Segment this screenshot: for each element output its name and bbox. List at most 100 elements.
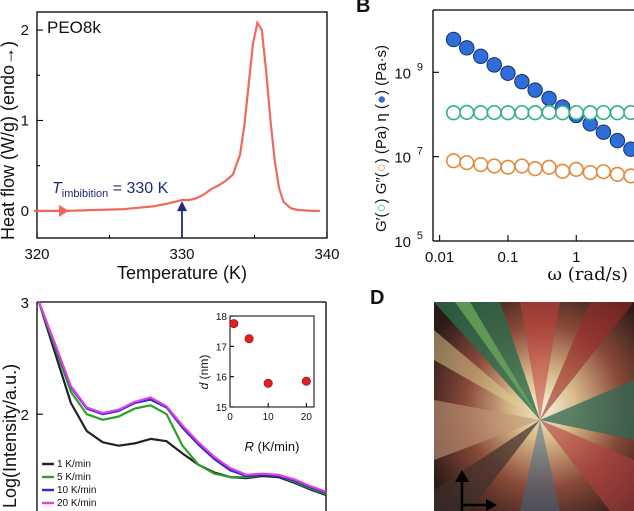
spherulite-image bbox=[434, 302, 634, 511]
eta-marker-icon: ● bbox=[373, 95, 390, 104]
panel-c-ytick-label: 2 bbox=[21, 407, 29, 424]
inset-point bbox=[263, 378, 273, 388]
panel-b-ytick-exponent: 9 bbox=[417, 61, 423, 73]
panel-a-ylabel: Heat flow (W/g) (endo→) bbox=[0, 41, 18, 240]
panel-b-ticks: 0.01 0.1 1 10 5 10 7 10 9 bbox=[394, 61, 580, 266]
panel-b-point-1 bbox=[582, 105, 598, 121]
panel-c-inset: 0 10 20 15 16 17 18 d (nm) R (K/min) bbox=[197, 312, 315, 454]
panel-b-point-2 bbox=[514, 158, 530, 174]
panel-c-ylabel: Log(Intensity/a.u.) bbox=[0, 364, 20, 508]
panel-a-ytick-label: 1 bbox=[21, 112, 29, 129]
panel-b-point-1 bbox=[609, 105, 625, 121]
g-prime-marker-icon: ○ bbox=[373, 203, 390, 212]
inset-ticks: 0 10 20 15 16 17 18 bbox=[216, 312, 312, 423]
panel-b-point-0 bbox=[514, 73, 530, 90]
panel-b-point-1 bbox=[595, 104, 612, 121]
panel-b-ytick-exponent: 7 bbox=[417, 146, 423, 158]
panel-b-point-1 bbox=[554, 105, 571, 121]
panel-b-point-2 bbox=[445, 153, 462, 169]
inset-ytick-label: 18 bbox=[216, 312, 228, 323]
panel-b-point-2 bbox=[582, 164, 598, 181]
panel-b-point-0 bbox=[486, 57, 502, 73]
panel-a-ticks: 320 330 340 0 1 2 bbox=[21, 22, 340, 263]
panel-b-point-1 bbox=[486, 104, 502, 121]
panel-b-ylabel: G′(○) G″(○) (Pa) η (●) (Pa·s) bbox=[373, 45, 390, 232]
panel-b-point-2 bbox=[595, 164, 612, 180]
panel-b-point-0 bbox=[623, 141, 634, 157]
panel-b-xlabel: ω (rad/s) bbox=[547, 264, 628, 285]
polarizer-arrows bbox=[455, 470, 497, 511]
panel-b-point-2 bbox=[609, 166, 625, 182]
panel-b-point-1 bbox=[527, 105, 543, 121]
panel-b-point-0 bbox=[541, 90, 557, 107]
panel-a-xlabel: Temperature (K) bbox=[117, 263, 247, 283]
tick-base: 10 bbox=[394, 234, 411, 251]
panel-b-ytick-exponent: 5 bbox=[417, 230, 423, 242]
panel-b-point-2 bbox=[486, 158, 502, 174]
panel-a-xtick-label: 330 bbox=[169, 246, 194, 263]
inset-point bbox=[301, 376, 311, 386]
panel-b-ytick-label: 10 bbox=[394, 65, 411, 82]
panel-b-point-0 bbox=[595, 124, 612, 140]
g-double-prime-marker-icon: ○ bbox=[373, 163, 390, 172]
imbibition-arrow-head bbox=[177, 201, 187, 212]
inset-ytick-label: 17 bbox=[216, 342, 228, 353]
panel-b-ytick-label: 10 bbox=[394, 234, 411, 251]
inset-ylabel: d (nm) bbox=[197, 355, 211, 390]
panel-b-letter: B bbox=[356, 0, 370, 17]
panel-b-point-0 bbox=[473, 48, 489, 64]
inset-point bbox=[244, 334, 254, 344]
legend-label: 1 K/min bbox=[57, 459, 91, 470]
panel-b-point-0 bbox=[527, 82, 543, 98]
panel-b: B G′(○) G″(○) (Pa) η (●) (Pa·s) 0.01 0.1 1… bbox=[356, 0, 634, 285]
panel-a: Heat flow (W/g) (endo→) PEO8k 320 330 340 0… bbox=[0, 11, 340, 283]
panel-a-ytick-label: 0 bbox=[21, 203, 29, 220]
panel-c-ticks: 23 bbox=[21, 295, 43, 424]
panel-a-xtick-label: 340 bbox=[314, 246, 339, 263]
panel-b-point-2 bbox=[527, 161, 543, 177]
inset-point bbox=[229, 319, 239, 329]
legend-label: 10 K/min bbox=[57, 485, 96, 496]
panel-b-point-1 bbox=[514, 104, 530, 121]
panel-b-point-2 bbox=[541, 159, 557, 175]
panel-b-xtick-label: 0.1 bbox=[498, 249, 519, 266]
panel-b-point-0 bbox=[459, 40, 475, 56]
panel-b-point-1 bbox=[445, 105, 462, 121]
panel-a-ytick-label: 2 bbox=[21, 22, 29, 39]
panel-b-points bbox=[445, 31, 634, 184]
imbibition-label: Timbibition = 330 K bbox=[52, 180, 169, 200]
panel-b-point-1 bbox=[568, 104, 584, 121]
panel-b-ytick-label: 10 bbox=[394, 150, 411, 167]
inset-points bbox=[229, 319, 311, 388]
panel-d: D bbox=[370, 287, 634, 511]
panel-b-point-0 bbox=[609, 132, 626, 149]
panel-b-point-0 bbox=[445, 31, 462, 48]
inset-frame bbox=[229, 315, 315, 408]
panel-b-point-2 bbox=[568, 161, 584, 177]
panel-b-point-1 bbox=[541, 104, 557, 120]
panel-a-xtick-label: 320 bbox=[24, 246, 49, 263]
panel-a-curve-arrowhead bbox=[58, 204, 69, 217]
inset-ytick-label: 16 bbox=[216, 373, 228, 384]
panel-b-point-1 bbox=[623, 104, 634, 121]
panel-b-point-1 bbox=[473, 105, 489, 121]
inset-ytick-label: 15 bbox=[216, 403, 228, 414]
panel-b-xtick-label: 1 bbox=[572, 249, 580, 266]
tick-base: 10 bbox=[394, 65, 411, 82]
legend-label: 20 K/min bbox=[57, 498, 96, 509]
panel-c-ytick-label: 3 bbox=[21, 295, 29, 312]
panel-a-curve bbox=[34, 19, 320, 212]
panel-b-point-2 bbox=[623, 168, 634, 184]
panel-b-point-1 bbox=[500, 105, 516, 121]
panel-c-legend: 1 K/min 5 K/min 10 K/min 20 K/min bbox=[42, 459, 96, 509]
panel-b-point-2 bbox=[459, 155, 475, 171]
panel-b-xtick-label: 0.01 bbox=[425, 249, 454, 266]
inset-xtick-label: 0 bbox=[227, 412, 233, 423]
panel-c-lines bbox=[37, 301, 327, 497]
panel-b-point-2 bbox=[500, 159, 516, 175]
panel-d-letter: D bbox=[370, 287, 384, 309]
inset-xlabel: R (K/min) bbox=[245, 439, 300, 454]
panel-b-point-1 bbox=[459, 104, 475, 120]
